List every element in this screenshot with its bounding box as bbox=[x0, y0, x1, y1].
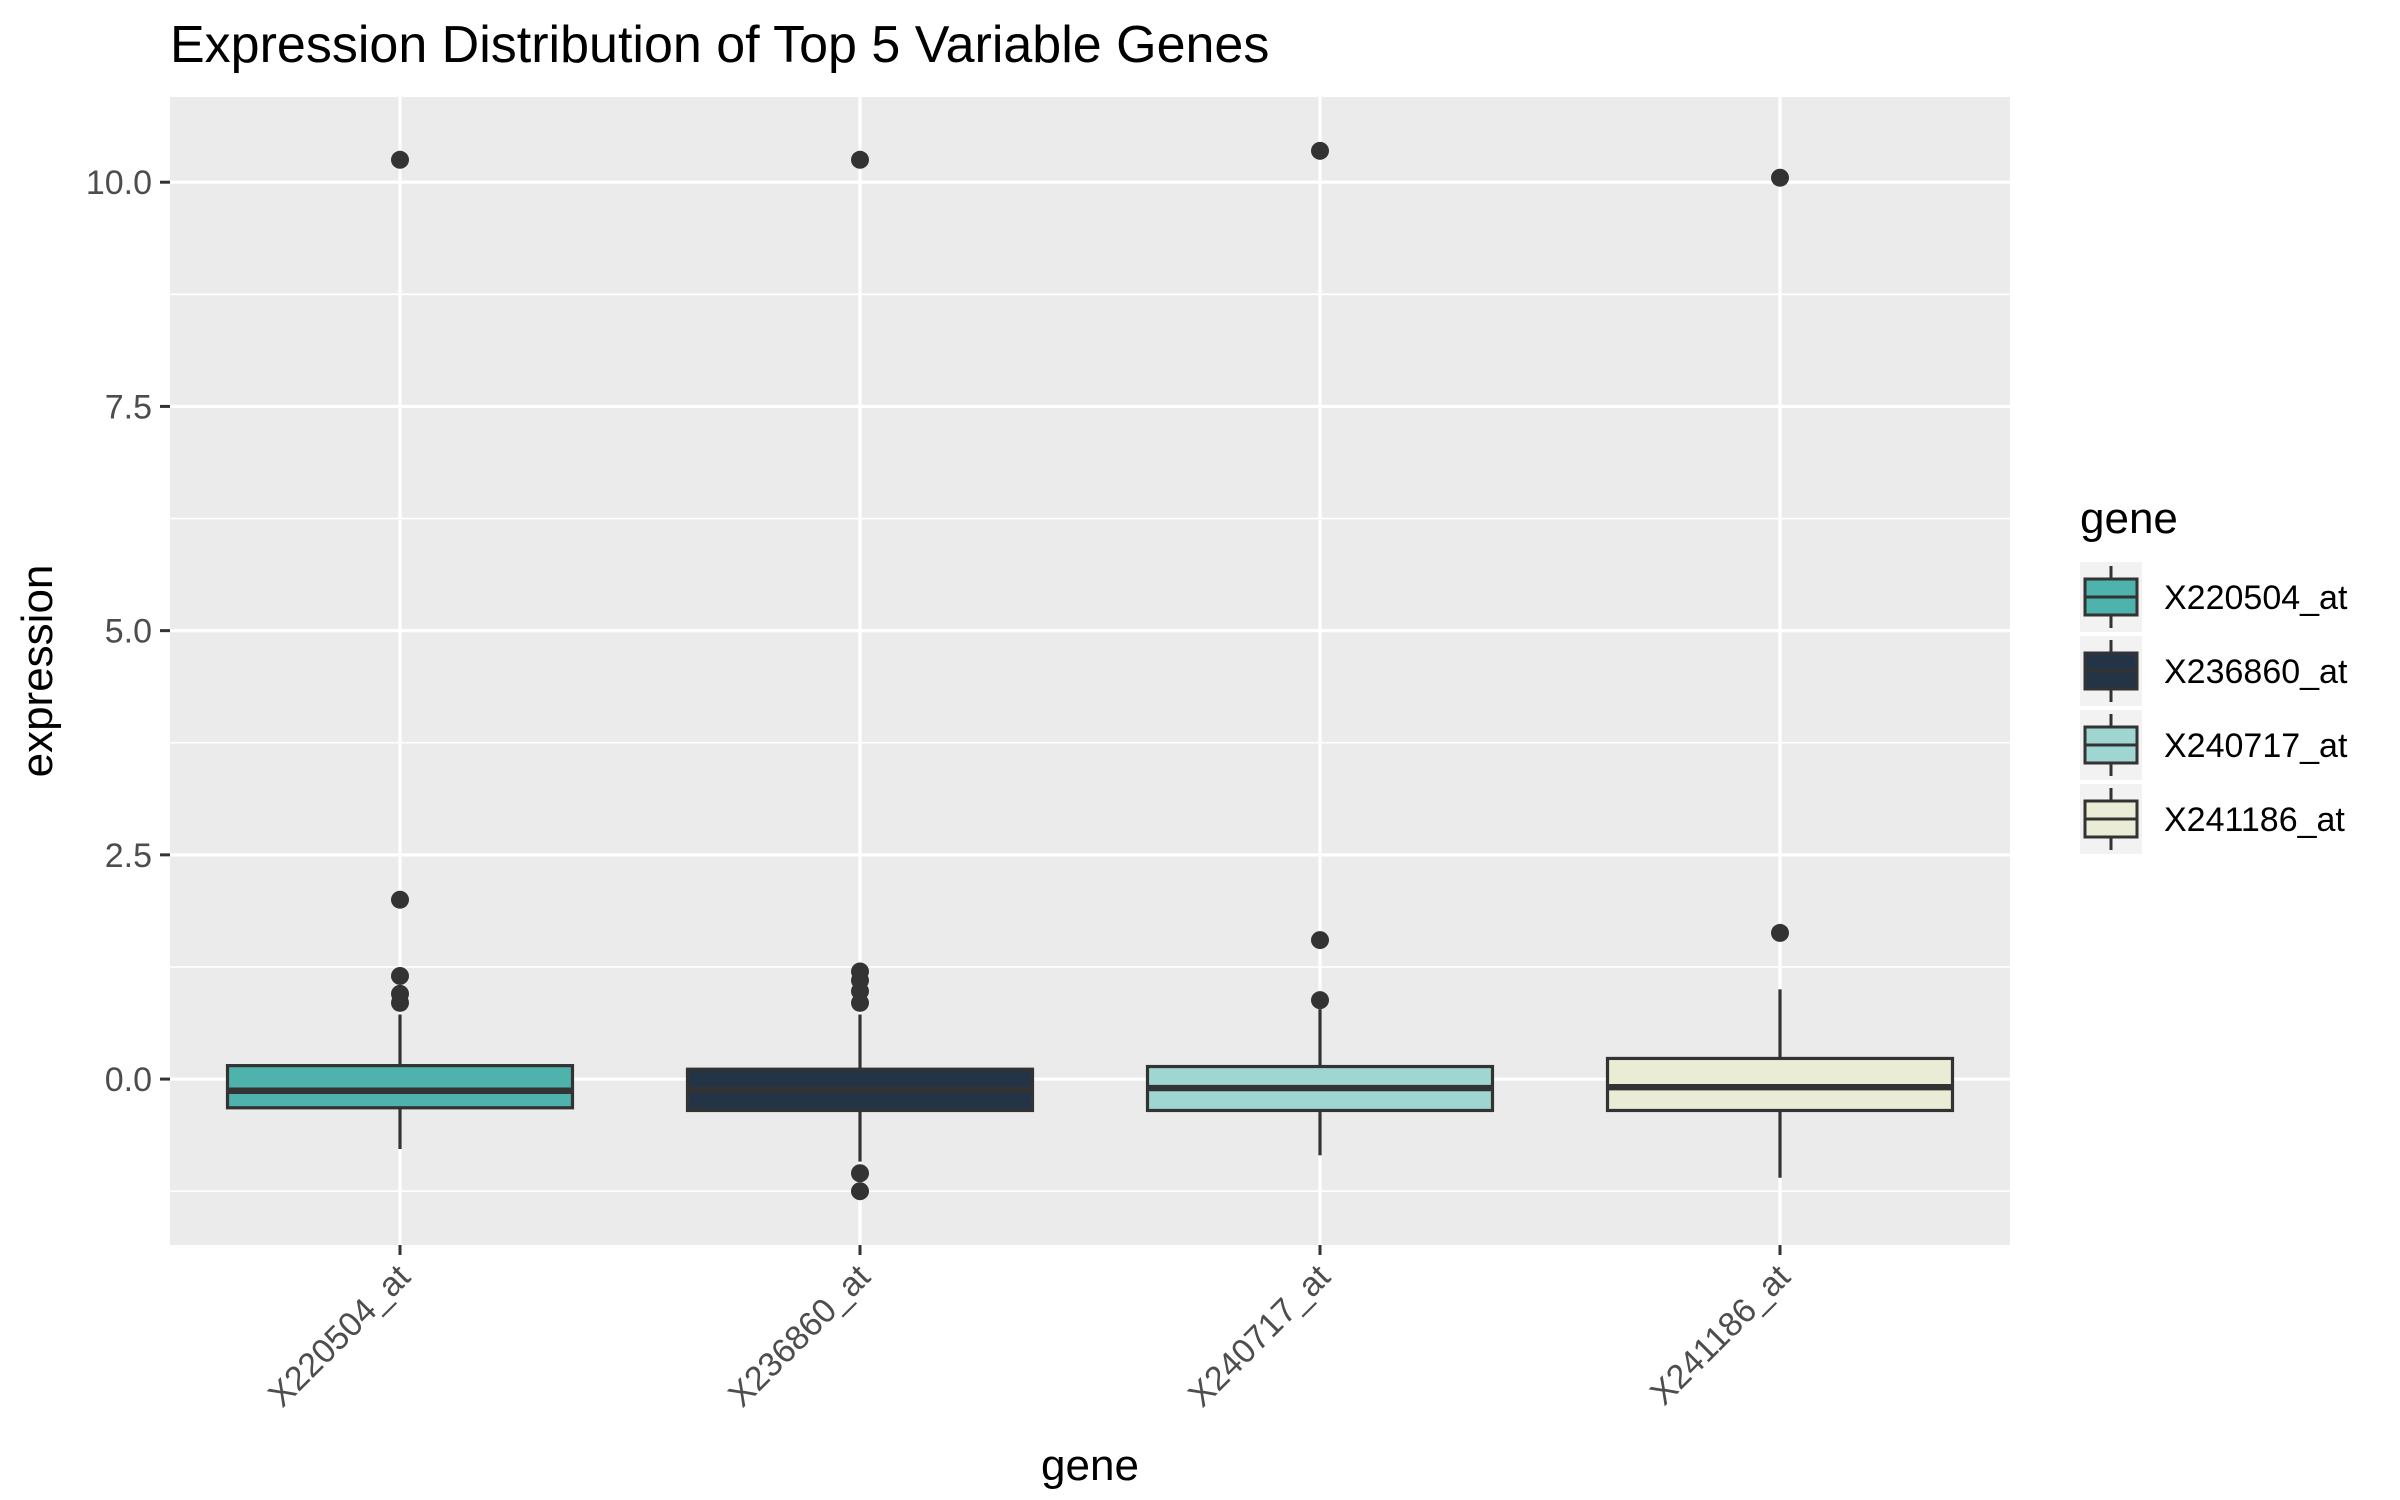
outlier-point bbox=[851, 1182, 869, 1201]
chart-title: Expression Distribution of Top 5 Variabl… bbox=[170, 16, 1269, 74]
outlier-point bbox=[391, 966, 409, 985]
x-axis-title: gene bbox=[1041, 1441, 1139, 1490]
y-tick-label: 7.5 bbox=[105, 388, 152, 426]
outlier-point bbox=[391, 993, 409, 1012]
outlier-point bbox=[391, 150, 409, 169]
plot-panel bbox=[170, 97, 2010, 1245]
outlier-point bbox=[1771, 168, 1789, 187]
y-axis-title: expression bbox=[13, 565, 62, 778]
outlier-point bbox=[391, 890, 409, 909]
x-tick-label: X236860_at bbox=[721, 1257, 878, 1414]
y-tick-label: 5.0 bbox=[105, 613, 152, 651]
legend-label: X241186_at bbox=[2164, 801, 2345, 839]
legend-item: X241186_at bbox=[2080, 784, 2345, 854]
box-X220504_at bbox=[225, 150, 575, 1150]
x-tick-label: X240717_at bbox=[1181, 1257, 1338, 1414]
legend-title: gene bbox=[2080, 494, 2178, 543]
legend-label: X236860_at bbox=[2164, 653, 2348, 691]
box-X240717_at bbox=[1145, 141, 1495, 1156]
box-X236860_at bbox=[685, 150, 1035, 1201]
legend-label: X240717_at bbox=[2164, 727, 2348, 765]
outlier-point bbox=[851, 1164, 869, 1183]
outlier-point bbox=[1311, 931, 1329, 950]
legend-item: X220504_at bbox=[2080, 562, 2348, 632]
legend: gene X220504_at X236860_at X240717_at X2411… bbox=[2080, 494, 2348, 854]
outlier-point bbox=[851, 150, 869, 169]
y-tick-label: 10.0 bbox=[86, 164, 152, 202]
outlier-point bbox=[1311, 141, 1329, 160]
x-tick-label: X220504_at bbox=[261, 1257, 418, 1414]
legend-item: X236860_at bbox=[2080, 636, 2348, 706]
y-tick-label: 2.5 bbox=[105, 837, 152, 875]
legend-item: X240717_at bbox=[2080, 710, 2348, 780]
y-tick-label: 0.0 bbox=[105, 1061, 152, 1099]
outlier-point bbox=[1771, 923, 1789, 942]
boxes bbox=[225, 141, 1955, 1201]
iqr-box bbox=[225, 1064, 575, 1110]
outlier-point bbox=[1311, 991, 1329, 1010]
x-tick-label: X241186_at bbox=[1643, 1257, 1798, 1412]
legend-label: X220504_at bbox=[2164, 579, 2348, 617]
box-X241186_at bbox=[1605, 168, 1955, 1178]
outlier-point bbox=[851, 993, 869, 1012]
